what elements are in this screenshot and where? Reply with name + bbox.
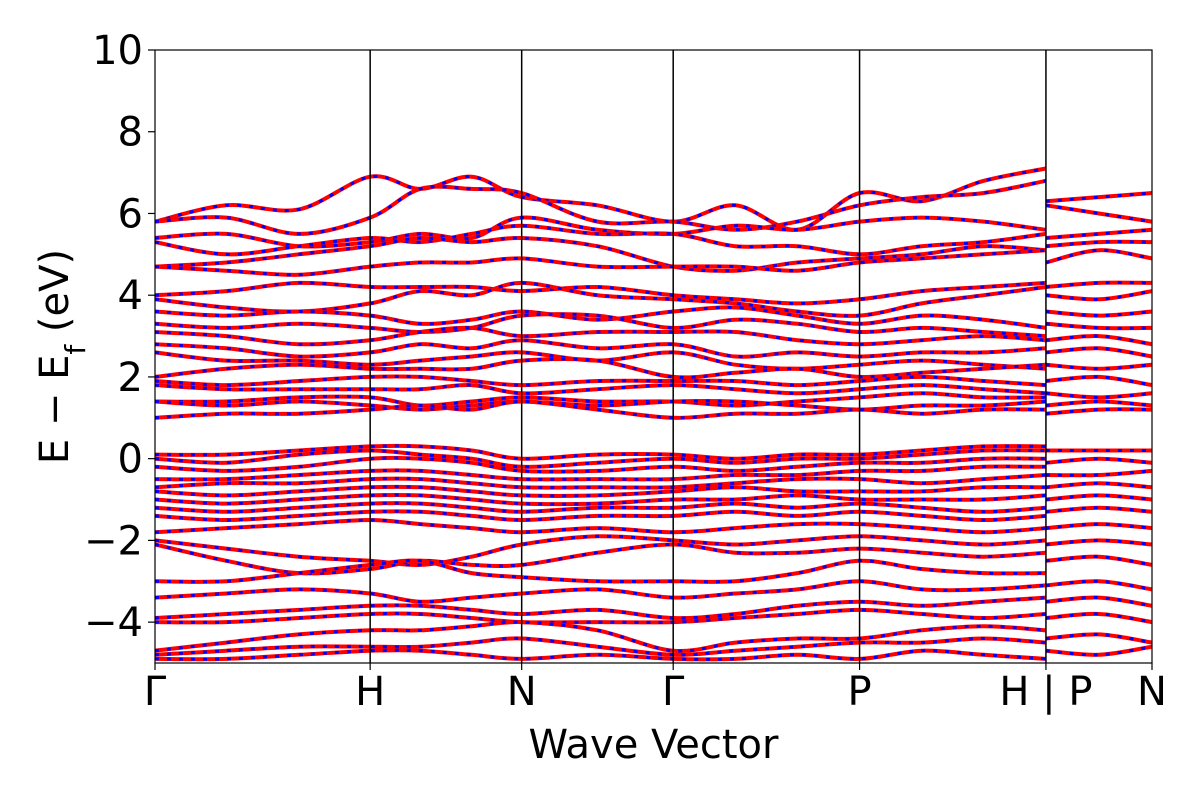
x-tick-label: P bbox=[848, 669, 872, 715]
band-seg2-14-solid bbox=[1045, 399, 1152, 408]
band-seg2-18-solid bbox=[1045, 468, 1152, 478]
y-axis-label-prefix: E − E bbox=[32, 355, 78, 465]
band-10-dashed bbox=[155, 326, 1047, 346]
band-seg2-7-solid bbox=[1045, 309, 1152, 318]
y-tick-label: 8 bbox=[118, 110, 143, 156]
band-seg2-13-solid bbox=[1045, 391, 1152, 400]
band-35-dashed bbox=[155, 620, 1047, 653]
band-seg2-6-solid bbox=[1045, 289, 1152, 302]
y-axis-label-suffix: (eV) bbox=[32, 249, 78, 345]
band-4-solid bbox=[155, 235, 1047, 273]
y-axis-ticks: −4 −2 0 2 4 6 8 10 bbox=[84, 28, 155, 646]
band-1-dashed bbox=[155, 179, 1047, 236]
band-seg2-23-solid bbox=[1045, 538, 1152, 547]
band-21-dashed bbox=[155, 456, 1046, 474]
band-15-dashed bbox=[155, 383, 1047, 395]
band-25-solid bbox=[155, 492, 1047, 507]
band-31-dashed bbox=[155, 559, 1046, 584]
band-37-solid bbox=[155, 648, 1047, 662]
band-9-dashed bbox=[155, 312, 1047, 338]
band-seg2-28-solid bbox=[1045, 632, 1152, 645]
band-seg2-22-solid bbox=[1045, 522, 1152, 531]
band-32-solid bbox=[155, 579, 1047, 604]
plot-frame bbox=[154, 49, 1153, 664]
band-seg2-29-solid bbox=[1045, 644, 1152, 657]
band-14-solid bbox=[155, 374, 1047, 388]
y-tick-label: −2 bbox=[84, 518, 143, 564]
band-28-solid bbox=[155, 517, 1047, 535]
y-tick-label: 6 bbox=[118, 191, 143, 237]
band-5-dashed bbox=[155, 248, 1047, 277]
band-seg2-3-solid bbox=[1045, 239, 1152, 249]
band-22-solid bbox=[155, 464, 1046, 482]
x-axis-ticks: Γ H N Γ P H | P N bbox=[144, 663, 1167, 715]
band-3-dashed bbox=[155, 224, 1047, 256]
bands-layer bbox=[155, 166, 1152, 662]
band-seg2-27-solid bbox=[1045, 611, 1152, 625]
band-29-dashed bbox=[155, 534, 1047, 567]
band-seg2-4-solid bbox=[1045, 248, 1152, 265]
y-tick-label: 4 bbox=[118, 273, 143, 319]
band-26-solid bbox=[155, 501, 1047, 514]
y-tick-label: 2 bbox=[118, 355, 143, 401]
band-37-dashed bbox=[155, 648, 1047, 661]
y-tick-label: 0 bbox=[118, 437, 143, 483]
y-axis-label-subscript: f bbox=[59, 344, 92, 355]
band-seg2-0-solid bbox=[1045, 191, 1152, 204]
x-tick-label: Γ bbox=[662, 669, 685, 715]
band-20-dashed bbox=[155, 448, 1046, 469]
band-seg2-25-solid bbox=[1045, 579, 1152, 592]
band-8-dashed bbox=[155, 305, 1047, 330]
band-seg2-11-solid bbox=[1045, 362, 1152, 371]
band-seg2-24-solid bbox=[1045, 554, 1152, 567]
band-6-dashed bbox=[155, 281, 1047, 305]
band-seg2-9-solid bbox=[1045, 334, 1152, 347]
band-seg2-2-solid bbox=[1045, 227, 1152, 240]
band-seg2-19-solid bbox=[1045, 481, 1152, 490]
band-23-solid bbox=[155, 473, 1047, 490]
band-seg2-15-solid bbox=[1045, 407, 1152, 416]
band-seg2-20-solid bbox=[1045, 493, 1152, 502]
band-17-solid bbox=[155, 398, 1047, 412]
y-axis-label: E − Ef (eV) bbox=[32, 249, 92, 464]
band-seg2-17-solid bbox=[1045, 456, 1152, 465]
band-16-dashed bbox=[155, 391, 1046, 408]
y-tick-label: −4 bbox=[84, 600, 143, 646]
band-28-dashed bbox=[155, 518, 1047, 534]
band-27-dashed bbox=[155, 509, 1047, 522]
x-tick-label: H | P bbox=[999, 669, 1092, 715]
y-tick-label: 10 bbox=[92, 28, 143, 74]
high-symmetry-lines bbox=[369, 50, 1047, 663]
band-seg2-4-dashed bbox=[1045, 248, 1152, 264]
band-seg2-8-solid bbox=[1045, 321, 1152, 331]
band-2-dashed bbox=[155, 216, 1047, 248]
band-11-dashed bbox=[155, 338, 1047, 359]
band-34-solid bbox=[155, 607, 1047, 625]
x-tick-label: Γ bbox=[144, 669, 167, 715]
band-24-solid bbox=[155, 484, 1046, 498]
band-seg2-10-solid bbox=[1045, 346, 1152, 359]
band-seg2-1-solid bbox=[1045, 203, 1152, 224]
x-tick-label: N bbox=[1137, 669, 1167, 715]
band-32-dashed bbox=[155, 579, 1046, 604]
band-seg2-5-solid bbox=[1045, 280, 1152, 289]
band-13-dashed bbox=[155, 357, 1047, 379]
band-seg2-12-solid bbox=[1045, 374, 1152, 388]
band-33-dashed bbox=[155, 596, 1047, 620]
band-seg2-26-solid bbox=[1045, 595, 1152, 608]
x-axis-label: Wave Vector bbox=[529, 722, 780, 768]
band-10-solid bbox=[155, 325, 1047, 347]
band-19-solid bbox=[155, 443, 1046, 461]
x-tick-label: H bbox=[355, 669, 385, 715]
x-tick-label: N bbox=[507, 669, 537, 715]
band-seg2-21-solid bbox=[1045, 505, 1152, 514]
band-36-dashed bbox=[155, 636, 1047, 657]
band-18-dashed bbox=[155, 399, 1046, 420]
band-27-solid bbox=[155, 509, 1047, 523]
